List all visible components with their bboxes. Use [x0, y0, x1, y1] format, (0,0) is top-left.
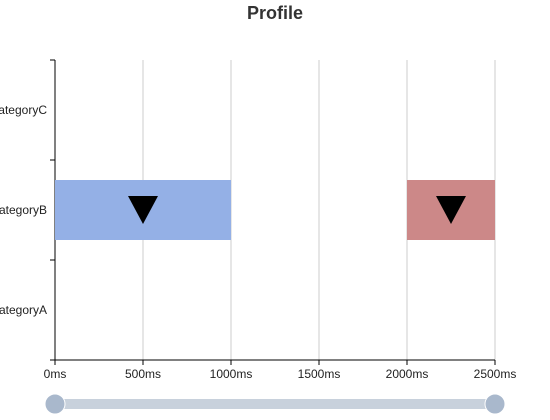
- x-tick-label-2000: 2000ms: [386, 367, 429, 381]
- x-tick-label-2500: 2500ms: [474, 367, 517, 381]
- x-tick-label-0: 0ms: [44, 367, 67, 381]
- zoom-slider-range[interactable]: [55, 399, 495, 409]
- zoom-slider-end-handle[interactable]: [484, 393, 506, 415]
- x-tick-label-1000: 1000ms: [210, 367, 253, 381]
- marker-triangle-1[interactable]: [436, 196, 466, 224]
- chart-title: Profile: [246, 3, 303, 23]
- x-tick-label-500: 500ms: [125, 367, 161, 381]
- y-tick-label-categoryA: ategoryA: [0, 303, 47, 317]
- x-tick-label-1500: 1500ms: [298, 367, 341, 381]
- y-tick-label-categoryC: ategoryC: [0, 103, 47, 117]
- zoom-slider-start-handle[interactable]: [44, 393, 66, 415]
- y-tick-label-categoryB: ategoryB: [0, 203, 47, 217]
- marker-triangle-0[interactable]: [128, 196, 158, 224]
